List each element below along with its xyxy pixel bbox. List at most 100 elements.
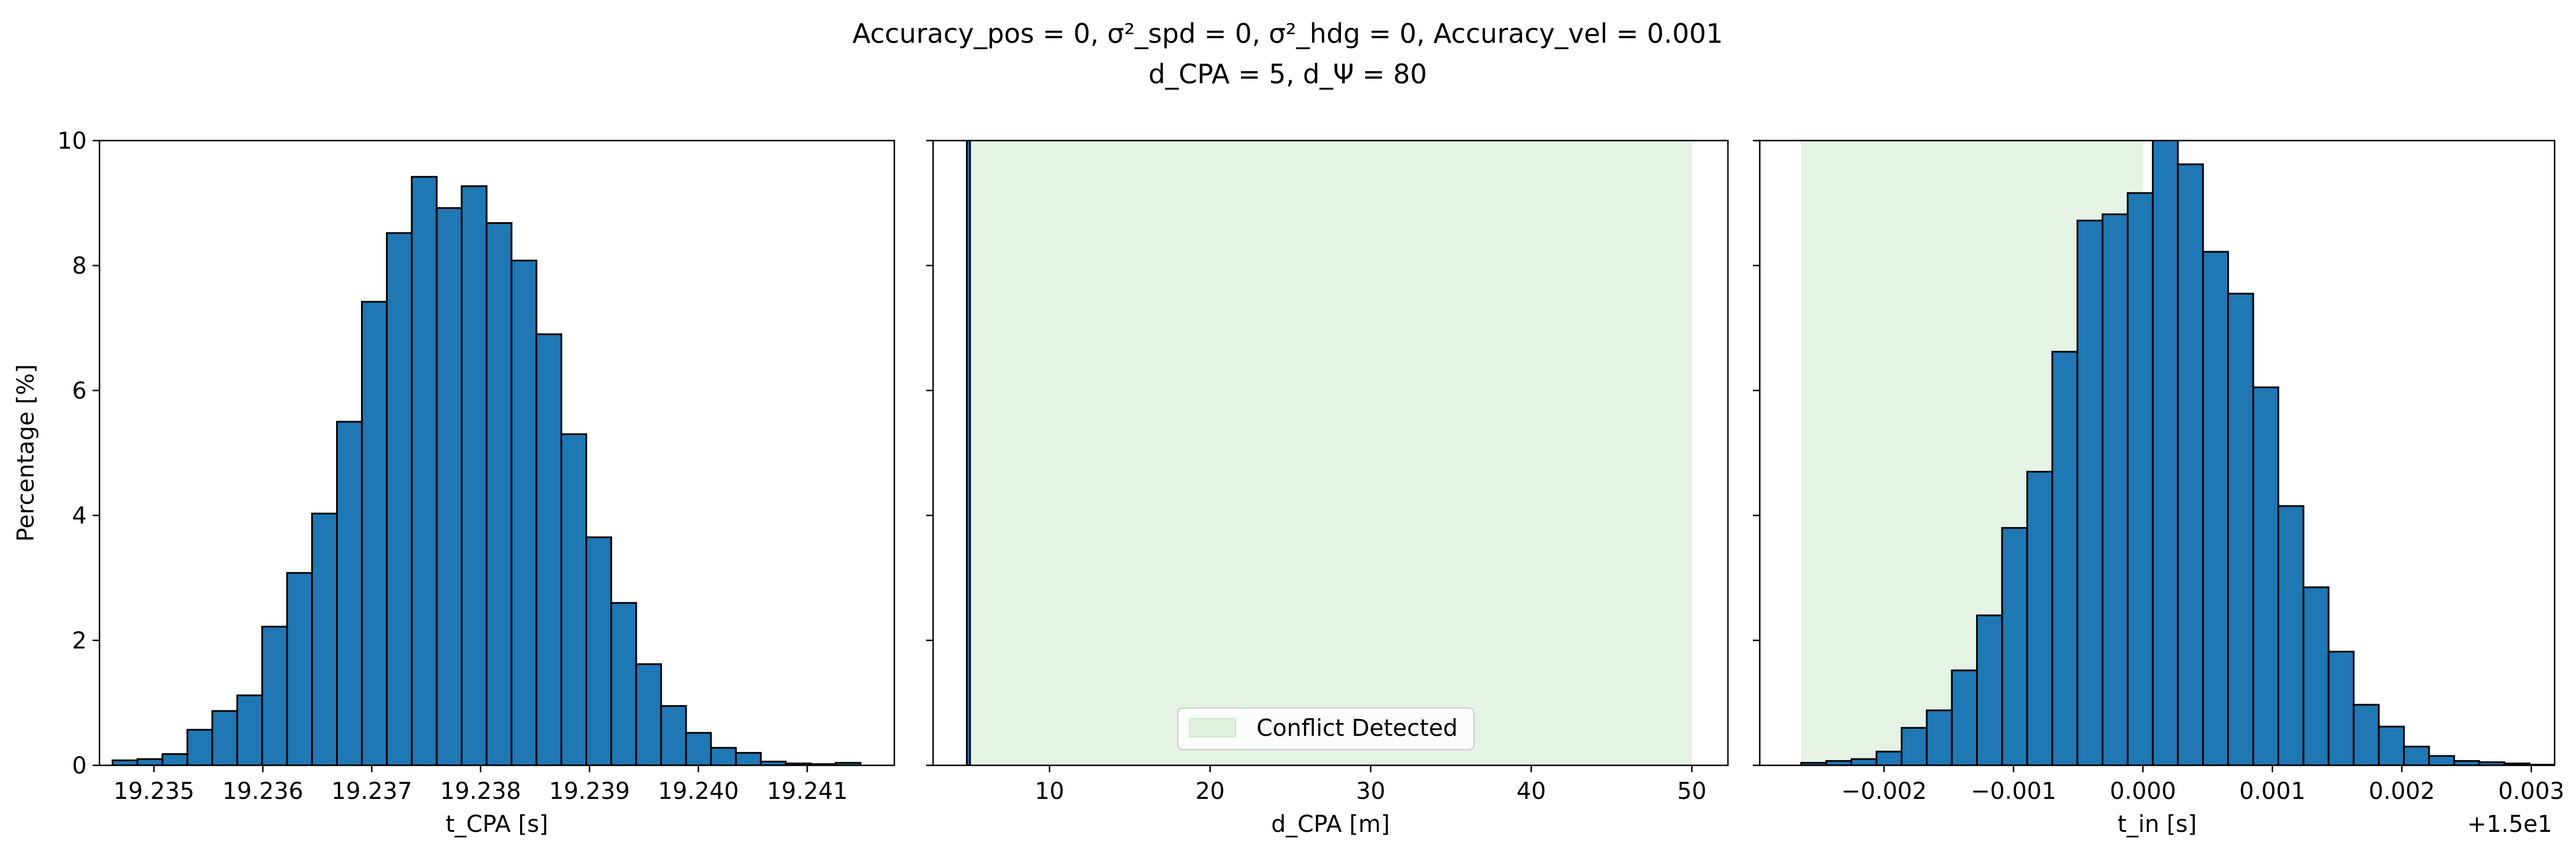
histogram-bar <box>510 259 537 765</box>
histogram-bars-tin <box>1800 141 2555 765</box>
y-ticks-dcpa <box>926 139 933 766</box>
y-tick-label: 10 <box>57 128 87 154</box>
y-tick-label: 4 <box>72 503 87 529</box>
x-tick-label: −0.002 <box>1841 778 1927 805</box>
histogram-bar <box>2353 703 2380 765</box>
plot-frame-tin <box>1759 139 2556 766</box>
histogram-bar <box>2076 219 2104 765</box>
y-axis-label: Percentage [%] <box>13 364 39 542</box>
histogram-bar <box>535 333 562 765</box>
x-tick-label: 0.001 <box>2239 778 2306 805</box>
histogram-bar <box>186 728 213 765</box>
histogram-bar <box>585 536 613 765</box>
x-tick-label: 19.238 <box>440 778 521 805</box>
histogram-bar <box>460 185 488 765</box>
x-tick-label: 20 <box>1195 778 1225 805</box>
x-tick-label: 40 <box>1517 778 1546 805</box>
plot-frame-dcpa <box>932 139 1729 766</box>
x-tick-label: 19.241 <box>766 778 847 805</box>
histogram-bar <box>635 663 662 765</box>
histogram-bar <box>2327 650 2355 765</box>
figure-title-line2: d_CPA = 5, d_Ψ = 80 <box>1148 58 1427 90</box>
y-ticks-tcpa: 0 2 4 6 8 10 <box>57 128 99 779</box>
histogram-bar <box>2051 351 2079 765</box>
x-tick-label: 30 <box>1356 778 1385 805</box>
histogram-bar <box>2151 141 2179 765</box>
histogram-bar <box>685 732 712 765</box>
histogram-bar <box>1900 727 1928 765</box>
histogram-bar <box>965 141 971 765</box>
histogram-bar <box>560 433 588 765</box>
histogram-bar <box>2252 386 2279 765</box>
histogram-bar <box>2026 470 2054 765</box>
histogram-bar <box>1976 614 2003 765</box>
histogram-bar <box>2277 505 2305 765</box>
histogram-bar <box>2177 163 2204 765</box>
x-tick-label: 19.235 <box>113 778 194 805</box>
histogram-bar <box>112 759 139 765</box>
histogram-bar <box>835 762 862 765</box>
histogram-bar <box>1926 709 1953 765</box>
plot-area-dcpa <box>933 141 1728 765</box>
histogram-bar <box>261 625 288 765</box>
y-tick-label: 8 <box>72 253 87 279</box>
histogram-bar <box>2302 586 2330 765</box>
histogram-bar <box>660 705 687 765</box>
histogram-panel-dcpa: 10 20 30 40 50 d_CPA [m] Conflict Detected <box>926 139 1729 838</box>
x-tick-label: 0.000 <box>2110 778 2176 805</box>
y-tick-label: 0 <box>72 753 87 779</box>
y-ticks-tin <box>1753 139 1760 766</box>
y-tick-label: 2 <box>72 628 87 654</box>
x-tick-label: −0.001 <box>1971 778 2057 805</box>
histogram-bar <box>2428 755 2455 765</box>
histogram-bar <box>485 222 513 765</box>
histogram-bar <box>336 421 363 765</box>
x-ticks-tin: −0.002 −0.001 0.000 0.001 0.002 0.003 <box>1841 765 2564 805</box>
x-axis-label-tin: t_in [s] <box>2118 811 2197 838</box>
histogram-bar <box>137 758 164 765</box>
histogram-bar <box>2227 293 2254 765</box>
x-tick-label: 19.239 <box>549 778 630 805</box>
x-tick-label: 0.002 <box>2369 778 2435 805</box>
x-offset-label-tin: +1.5e1 <box>2467 811 2552 838</box>
x-ticks-tcpa: 19.235 19.236 19.237 19.238 19.239 19.240 19.2… <box>113 765 847 805</box>
x-axis-label-dcpa: d_CPA [m] <box>1271 811 1390 838</box>
x-tick-label: 19.236 <box>222 778 303 805</box>
histogram-bar <box>161 753 189 765</box>
histogram-bar <box>236 694 263 765</box>
histogram-bars-dcpa <box>965 141 971 765</box>
legend: Conflict Detected <box>1177 707 1475 751</box>
figure-title-line1: Accuracy_pos = 0, σ²_spd = 0, σ²_hdg = 0… <box>852 18 1723 49</box>
x-axis-label-tcpa: t_CPA [s] <box>445 811 548 838</box>
histogram-bar <box>436 207 463 765</box>
legend-label-conflict: Conflict Detected <box>1256 715 1458 742</box>
histogram-bar <box>710 747 737 765</box>
histogram-bar <box>286 572 313 765</box>
histogram-bar <box>2403 746 2430 765</box>
histogram-bar <box>1875 750 1903 765</box>
histogram-bar <box>2202 250 2229 765</box>
histogram-bar <box>2127 192 2154 765</box>
x-tick-label: 19.240 <box>658 778 739 805</box>
x-tick-label: 19.237 <box>331 778 412 805</box>
histogram-bar <box>735 751 762 765</box>
x-tick-label: 50 <box>1677 778 1707 805</box>
y-tick-label: 6 <box>72 378 87 404</box>
legend-box <box>1177 707 1475 751</box>
histogram-bar <box>411 176 438 765</box>
histogram-panel-tin: −0.002 −0.001 0.000 0.001 0.002 0.003 t_in [s… <box>1753 139 2564 838</box>
histogram-panel-tcpa: 19.235 19.236 19.237 19.238 19.239 19.240 19.2… <box>13 128 895 838</box>
histogram-bar <box>610 602 637 765</box>
x-tick-label: 10 <box>1035 778 1064 805</box>
histogram-bar <box>361 301 388 765</box>
histogram-bar <box>1951 669 1978 765</box>
histogram-bar <box>2102 213 2129 765</box>
histogram-bar <box>386 232 413 765</box>
histogram-bar <box>2378 725 2405 765</box>
plot-frame-tcpa <box>98 139 895 766</box>
x-tick-label: 0.003 <box>2498 778 2564 805</box>
histogram-bar <box>211 710 238 765</box>
histogram-bar <box>2001 527 2028 765</box>
legend-swatch-conflict <box>1189 718 1236 738</box>
